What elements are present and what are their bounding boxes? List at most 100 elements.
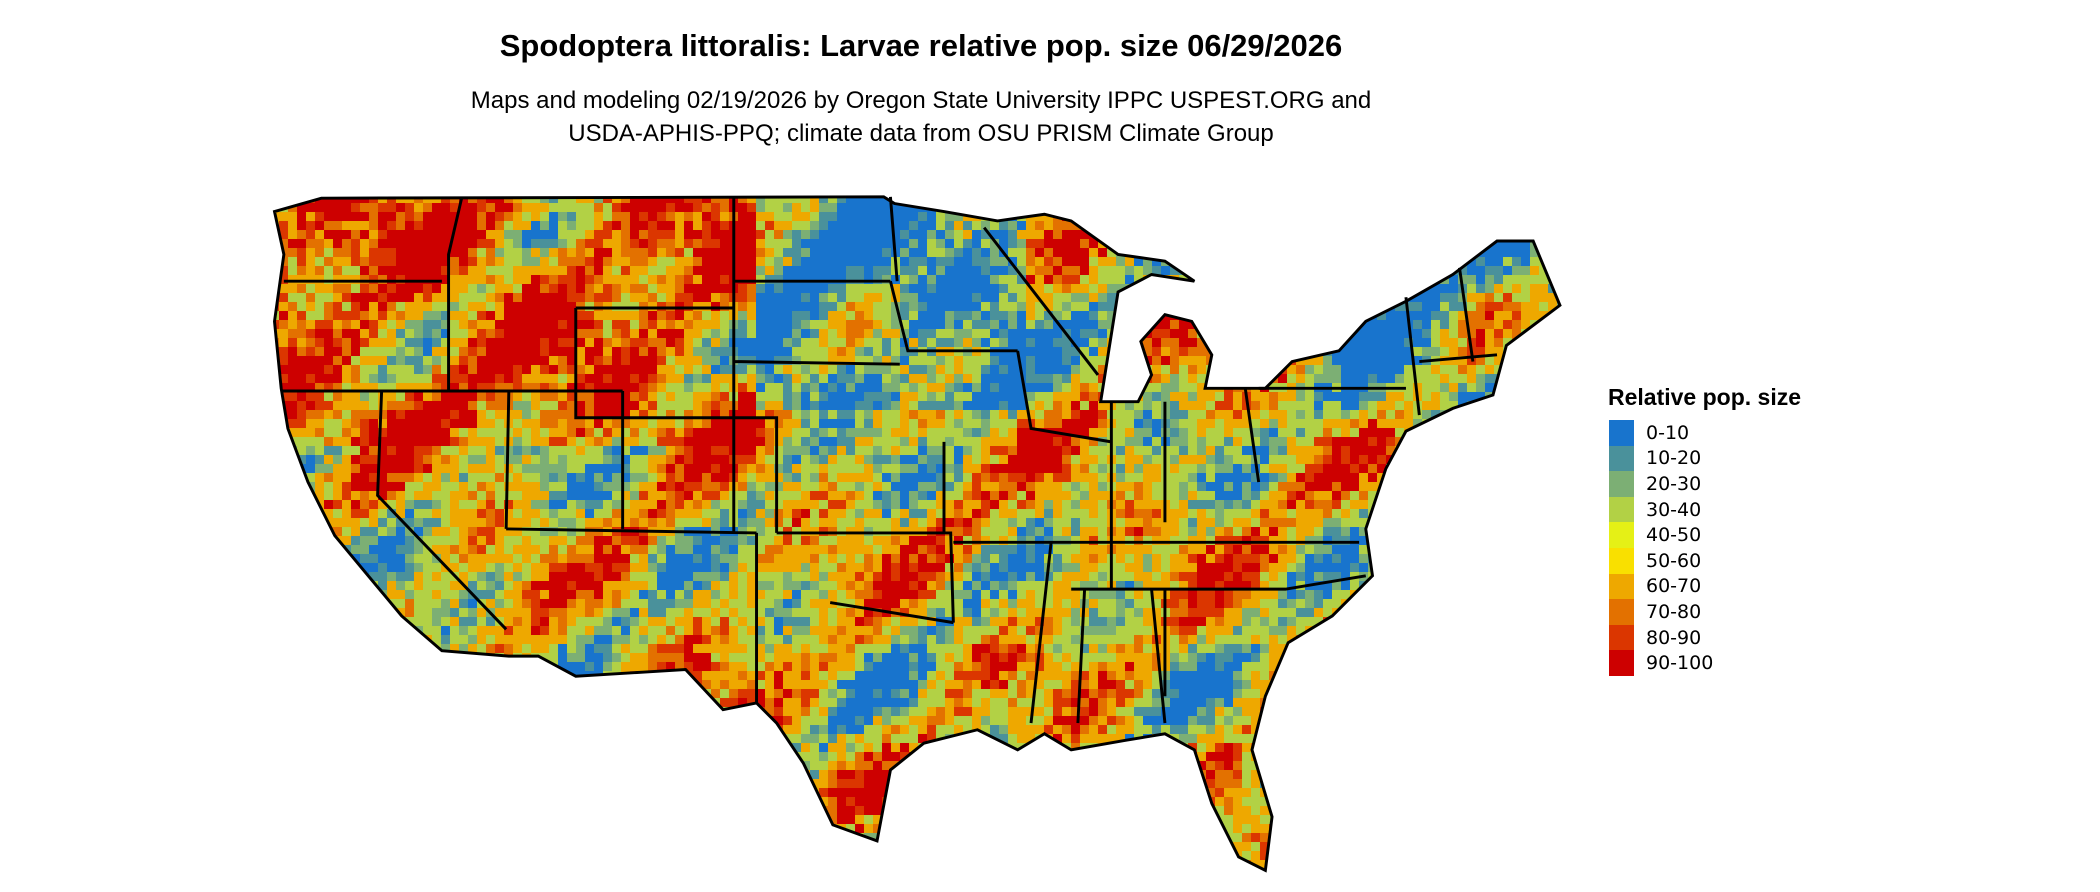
raster-cell: [603, 338, 612, 347]
raster-cell: [972, 230, 981, 239]
raster-cell: [675, 455, 684, 464]
raster-cell: [720, 293, 729, 302]
raster-cell: [1296, 196, 1305, 203]
raster-cell: [909, 401, 918, 410]
raster-cell: [792, 230, 801, 239]
raster-cell: [432, 401, 441, 410]
raster-cell: [648, 491, 657, 500]
raster-cell: [936, 455, 945, 464]
raster-cell: [549, 491, 558, 500]
raster-cell: [1476, 374, 1485, 383]
raster-cell: [972, 302, 981, 311]
raster-cell: [1395, 419, 1404, 428]
raster-cell: [1350, 239, 1359, 248]
raster-cell: [1548, 401, 1557, 410]
raster-cell: [558, 347, 567, 356]
raster-cell: [1116, 356, 1125, 365]
raster-cell: [1080, 302, 1089, 311]
raster-cell: [441, 401, 450, 410]
raster-cell: [801, 437, 810, 446]
raster-cell: [1530, 374, 1539, 383]
raster-cell: [1332, 239, 1341, 248]
raster-cell: [468, 410, 477, 419]
raster-cell: [1368, 329, 1377, 338]
raster-cell: [1476, 230, 1485, 239]
raster-cell: [792, 428, 801, 437]
raster-cell: [1080, 230, 1089, 239]
raster-cell: [855, 455, 864, 464]
raster-cell: [630, 221, 639, 230]
raster-cell: [1503, 329, 1512, 338]
raster-cell: [549, 356, 558, 365]
raster-cell: [1179, 482, 1188, 491]
raster-cell: [1332, 212, 1341, 221]
raster-cell: [477, 383, 486, 392]
raster-cell: [1107, 365, 1116, 374]
raster-cell: [396, 196, 405, 203]
raster-cell: [1350, 257, 1359, 266]
raster-cell: [747, 196, 756, 203]
raster-cell: [1368, 266, 1377, 275]
raster-cell: [1224, 293, 1233, 302]
raster-cell: [1089, 266, 1098, 275]
raster-cell: [1260, 196, 1269, 203]
raster-cell: [297, 239, 306, 248]
raster-cell: [1188, 239, 1197, 248]
raster-cell: [1179, 230, 1188, 239]
raster-cell: [1260, 311, 1269, 320]
raster-cell: [621, 275, 630, 284]
raster-cell: [720, 383, 729, 392]
raster-cell: [1386, 203, 1395, 212]
raster-cell: [1386, 356, 1395, 365]
raster-cell: [1305, 446, 1314, 455]
raster-cell: [666, 365, 675, 374]
raster-cell: [1269, 293, 1278, 302]
raster-cell: [1107, 230, 1116, 239]
raster-cell: [666, 410, 675, 419]
raster-cell: [1188, 374, 1197, 383]
raster-cell: [666, 212, 675, 221]
raster-cell: [918, 257, 927, 266]
raster-cell: [567, 401, 576, 410]
raster-cell: [1107, 257, 1116, 266]
raster-cell: [1485, 419, 1494, 428]
raster-cell: [468, 212, 477, 221]
raster-cell: [594, 392, 603, 401]
raster-cell: [297, 365, 306, 374]
raster-cell: [1287, 428, 1296, 437]
raster-cell: [747, 311, 756, 320]
raster-cell: [1206, 257, 1215, 266]
raster-cell: [1233, 338, 1242, 347]
raster-cell: [630, 284, 639, 293]
raster-cell: [1431, 230, 1440, 239]
raster-cell: [981, 482, 990, 491]
raster-cell: [1458, 392, 1467, 401]
raster-cell: [360, 455, 369, 464]
raster-cell: [450, 374, 459, 383]
raster-cell: [657, 257, 666, 266]
raster-cell: [450, 383, 459, 392]
raster-cell: [999, 275, 1008, 284]
raster-cell: [387, 464, 396, 473]
raster-cell: [1476, 464, 1485, 473]
raster-cell: [864, 365, 873, 374]
raster-cell: [1179, 347, 1188, 356]
raster-cell: [927, 473, 936, 482]
raster-cell: [1053, 196, 1062, 203]
raster-cell: [657, 464, 666, 473]
raster-cell: [576, 347, 585, 356]
raster-cell: [1017, 302, 1026, 311]
raster-cell: [351, 401, 360, 410]
raster-cell: [1521, 203, 1530, 212]
raster-cell: [1368, 428, 1377, 437]
raster-cell: [477, 491, 486, 500]
raster-cell: [342, 302, 351, 311]
raster-cell: [1188, 383, 1197, 392]
raster-cell: [693, 356, 702, 365]
raster-cell: [1152, 356, 1161, 365]
raster-cell: [909, 392, 918, 401]
raster-cell: [387, 455, 396, 464]
raster-cell: [558, 356, 567, 365]
raster-cell: [657, 410, 666, 419]
raster-cell: [351, 196, 360, 203]
